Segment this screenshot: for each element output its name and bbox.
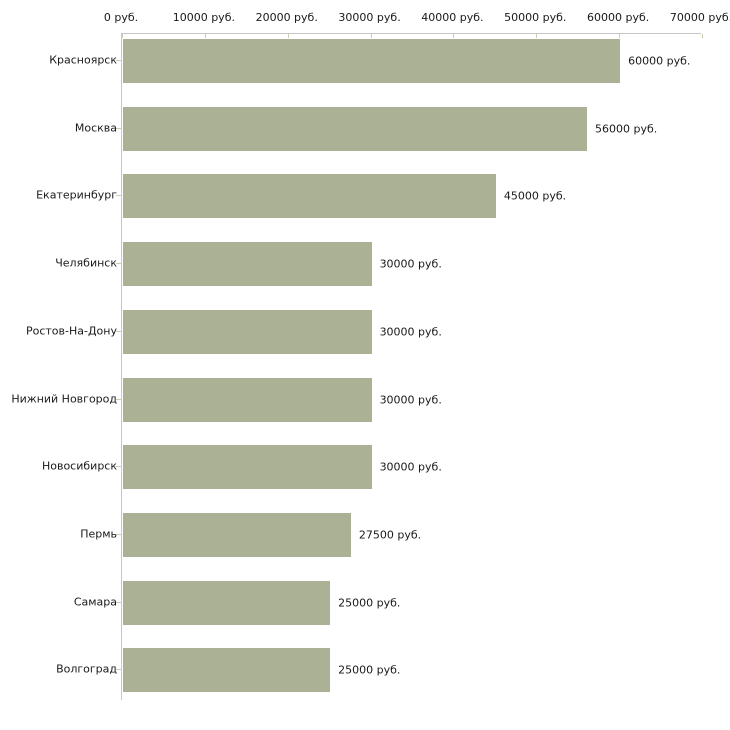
bar-value-label: 45000 руб. (503, 189, 567, 203)
bar (123, 445, 372, 490)
x-axis-tick (619, 34, 621, 38)
bar (123, 106, 587, 151)
y-axis-tick (116, 601, 121, 603)
bar-value-label: 27500 руб. (358, 528, 422, 542)
bar-value-label: 30000 руб. (379, 393, 442, 406)
x-axis-tick-label: 30000 руб. (338, 11, 401, 24)
category-label: Самара (73, 595, 117, 609)
bar-value-label: 56000 руб. (595, 122, 658, 136)
bar-value-label: 60000 руб. (628, 54, 691, 68)
y-axis-tick (116, 330, 121, 332)
category-label: Ростов-На-Дону (25, 324, 117, 338)
category-label: Новосибирск (41, 459, 117, 473)
category-label: Москва (74, 121, 117, 135)
plot-area: 60000 руб. 56000 руб. 45000 руб. 30000 руб.… (121, 33, 703, 700)
x-axis-tick (204, 34, 206, 38)
x-axis-tick-label: 60000 руб. (587, 11, 650, 24)
x-axis-tick (536, 34, 538, 38)
bar (123, 580, 331, 625)
bar-value-label: 25000 руб. (338, 663, 401, 677)
y-axis-tick (116, 533, 121, 535)
category-label: Екатеринбург (36, 188, 117, 202)
x-axis-tick-label: 40000 руб. (421, 11, 484, 24)
category-label: Челябинск (55, 256, 117, 270)
bar-value-label: 25000 руб. (338, 596, 401, 610)
category-label: Нижний Новгород (11, 392, 117, 405)
x-axis-tick-label: 70000 руб. (669, 11, 730, 24)
category-label: Волгоград (56, 662, 117, 676)
y-axis-tick (116, 127, 121, 129)
x-axis-tick-label: 0 руб. (103, 11, 139, 24)
y-axis-tick (116, 195, 121, 197)
y-axis-tick (116, 263, 121, 265)
bar-value-label: 30000 руб. (379, 460, 442, 474)
bar (123, 377, 372, 422)
x-axis-tick-label: 50000 руб. (504, 11, 567, 24)
bar (123, 648, 331, 693)
bar-value-label: 30000 руб. (379, 325, 442, 339)
x-axis-tick-label: 10000 руб. (172, 11, 235, 24)
bar (123, 174, 496, 219)
y-axis-tick (116, 466, 121, 468)
x-axis-tick (702, 34, 703, 38)
x-axis-tick (287, 34, 289, 38)
category-label: Красноярск (49, 53, 117, 67)
x-axis-tick-label: 20000 руб. (255, 11, 318, 24)
x-axis-tick (453, 34, 455, 38)
y-axis-tick (116, 398, 121, 400)
bar (123, 512, 351, 557)
y-axis-tick (116, 669, 121, 671)
bar (123, 309, 372, 354)
bar (123, 242, 372, 287)
category-label: Пермь (80, 527, 117, 541)
x-axis-tick (370, 34, 372, 38)
bar-value-label: 30000 руб. (379, 257, 442, 271)
y-axis-tick (116, 60, 121, 61)
x-axis-tick (122, 34, 123, 38)
bar (123, 39, 621, 83)
